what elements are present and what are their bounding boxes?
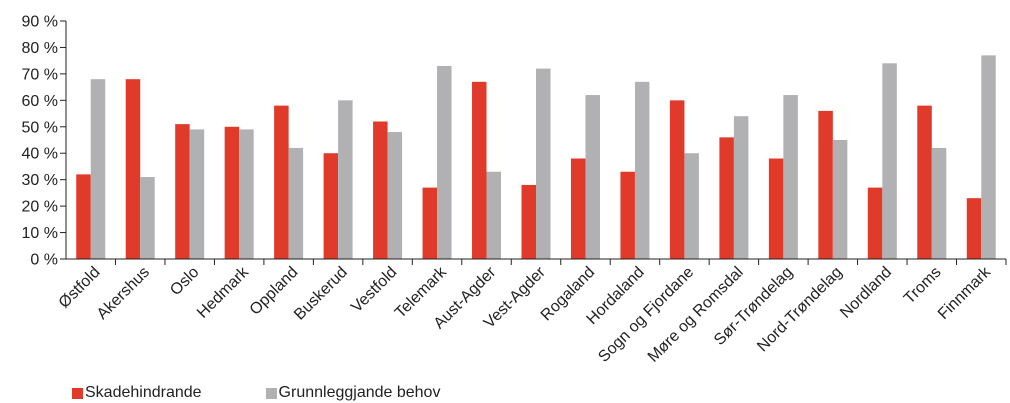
x-tick-label: Sogn og Fjordane xyxy=(595,264,697,366)
bar-series-2 xyxy=(288,147,304,259)
bar-chart: 0 %10 %20 %30 %40 %50 %60 %70 %80 %90 % … xyxy=(22,14,1007,366)
bar-series-2 xyxy=(140,177,155,259)
bar-series-1 xyxy=(917,105,932,259)
y-tick-label: 30 % xyxy=(22,172,58,189)
x-tick-label: Nord-Trøndelag xyxy=(754,264,845,355)
legend-label-series-1: Skadehindrande xyxy=(85,384,202,401)
bar-series-2 xyxy=(832,140,848,259)
bar-series-1 xyxy=(472,81,487,259)
bar-series-1 xyxy=(422,187,438,259)
x-tick-label: Møre og Romsdal xyxy=(645,264,747,366)
y-tick-label: 50 % xyxy=(22,119,58,136)
bar-series-2 xyxy=(486,171,502,259)
bar-series-2 xyxy=(387,132,403,259)
bars xyxy=(76,55,996,260)
y-tick-label: 0 % xyxy=(30,252,58,269)
bar-series-2 xyxy=(981,55,996,259)
bar-series-1 xyxy=(175,124,190,259)
bar-series-2 xyxy=(338,100,353,259)
x-tick-label: Akershus xyxy=(94,264,153,323)
y-tick-label: 20 % xyxy=(22,199,58,216)
y-tick-label: 40 % xyxy=(22,146,58,163)
legend-item-series-2: Grunnleggjande behov xyxy=(265,384,441,402)
bar-series-2 xyxy=(931,147,947,259)
legend-item-series-1: Skadehindrande xyxy=(72,384,202,402)
x-tick-label: Buskerud xyxy=(291,264,351,324)
bar-series-2 xyxy=(239,129,254,259)
bar-series-1 xyxy=(818,110,833,260)
y-tick-label: 80 % xyxy=(22,40,58,57)
x-tick-label: Nordland xyxy=(837,264,895,322)
bar-series-1 xyxy=(76,174,91,259)
bar-series-2 xyxy=(733,116,749,259)
bar-series-1 xyxy=(669,100,685,259)
bar-series-1 xyxy=(373,121,388,259)
x-tick-label: Finnmark xyxy=(935,263,995,323)
bar-series-1 xyxy=(768,158,784,259)
bar-series-1 xyxy=(323,153,339,259)
legend-label-series-2: Grunnleggjande behov xyxy=(278,384,441,401)
x-tick-label: Østfold xyxy=(56,264,104,312)
bar-series-2 xyxy=(90,79,106,259)
legend: Skadehindrande Grunnleggjande behov xyxy=(72,384,440,402)
bar-series-2 xyxy=(882,63,897,259)
bar-series-1 xyxy=(274,105,289,259)
bar-series-1 xyxy=(867,187,883,259)
y-tick-label: 90 % xyxy=(22,14,58,31)
bar-series-2 xyxy=(437,65,452,259)
bar-series-1 xyxy=(620,171,635,259)
legend-swatch-series-1 xyxy=(72,387,83,399)
bar-series-2 xyxy=(189,129,205,259)
bar-series-2 xyxy=(634,81,650,259)
x-tick-label: Oslo xyxy=(167,264,202,299)
y-tick-label: 60 % xyxy=(22,93,58,110)
bar-series-1 xyxy=(719,137,734,259)
legend-swatch-series-2 xyxy=(265,387,277,399)
bar-series-2 xyxy=(684,153,699,259)
bar-series-1 xyxy=(224,126,240,260)
bar-series-1 xyxy=(125,79,141,259)
x-tick-label: Hedmark xyxy=(194,263,253,322)
bar-series-2 xyxy=(585,95,600,260)
y-axis: 0 % 10 % 20 % 30 % 40 % 50 % 60 % 70 % 80 % 90 % xyxy=(22,14,67,269)
y-tick-label: 10 % xyxy=(22,225,58,242)
bar-series-2 xyxy=(536,68,551,259)
x-tick-label: Troms xyxy=(901,264,945,308)
bar-series-2 xyxy=(783,95,798,260)
y-tick-label: 70 % xyxy=(22,66,58,83)
bar-series-1 xyxy=(521,184,536,259)
bar-series-1 xyxy=(570,158,586,259)
bar-series-1 xyxy=(966,198,982,259)
